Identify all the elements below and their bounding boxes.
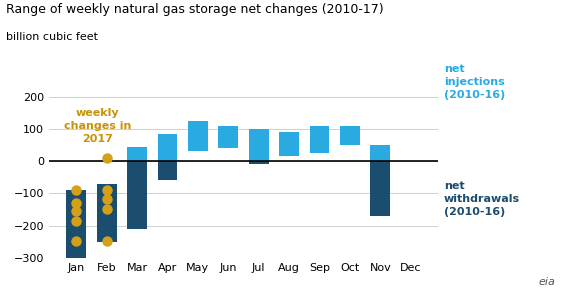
Text: eia: eia: [539, 277, 556, 287]
Text: weekly
changes in
2017: weekly changes in 2017: [64, 108, 131, 144]
Text: net
injections
(2010-16): net injections (2010-16): [444, 64, 505, 100]
Text: net
withdrawals
(2010-16): net withdrawals (2010-16): [444, 181, 520, 217]
Bar: [371, 161, 390, 216]
Bar: [127, 146, 147, 161]
Bar: [340, 126, 360, 145]
Bar: [249, 129, 269, 161]
Bar: [66, 190, 86, 258]
Text: billion cubic feet: billion cubic feet: [6, 32, 98, 42]
Bar: [249, 161, 269, 164]
Bar: [97, 184, 116, 242]
Bar: [188, 121, 208, 151]
Bar: [158, 161, 178, 180]
Bar: [371, 145, 390, 161]
Bar: [127, 161, 147, 229]
Bar: [218, 126, 238, 148]
Bar: [279, 132, 299, 156]
Bar: [309, 126, 329, 153]
Text: Range of weekly natural gas storage net changes (2010-17): Range of weekly natural gas storage net …: [6, 3, 383, 16]
Bar: [158, 134, 178, 161]
